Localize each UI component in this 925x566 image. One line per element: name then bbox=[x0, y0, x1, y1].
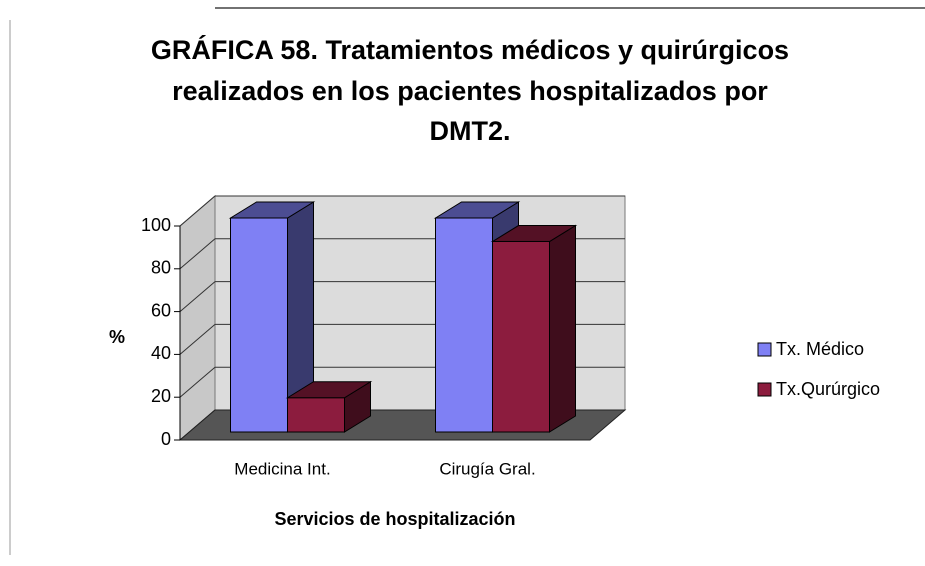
bar-side bbox=[549, 224, 576, 433]
bar-top bbox=[228, 201, 316, 219]
legend-label: Tx. Médico bbox=[776, 339, 864, 359]
y-tick-label: 100 bbox=[141, 215, 171, 235]
bar-top bbox=[490, 225, 578, 243]
bar-front bbox=[287, 397, 345, 433]
x-axis-title: Servicios de hospitalización bbox=[274, 509, 515, 529]
bar-front bbox=[435, 217, 493, 433]
legend-swatch bbox=[757, 342, 772, 357]
grid-line bbox=[179, 281, 216, 312]
x-tick-label: Cirugía Gral. bbox=[439, 459, 535, 478]
grid-line bbox=[179, 195, 216, 227]
side-wall bbox=[179, 194, 216, 442]
bar-top bbox=[285, 381, 373, 399]
y-tick-label: 40 bbox=[151, 343, 171, 363]
legend-swatch bbox=[757, 382, 772, 397]
y-tick-label: 80 bbox=[151, 258, 171, 278]
bar-front bbox=[492, 241, 550, 433]
chart-title: DMT2. bbox=[430, 116, 511, 146]
x-tick-label: Medicina Int. bbox=[234, 459, 330, 478]
y-tick-label: 20 bbox=[151, 386, 171, 406]
y-tick-label: 60 bbox=[151, 300, 171, 320]
bar bbox=[490, 224, 578, 433]
bar bbox=[228, 201, 316, 433]
bar-top bbox=[433, 201, 521, 219]
grid-line bbox=[179, 324, 216, 355]
bar-front bbox=[230, 217, 288, 433]
grid-line bbox=[179, 366, 216, 398]
legend bbox=[745, 320, 925, 420]
y-axis-title: % bbox=[109, 327, 125, 347]
chart-title: GRÁFICA 58. Tratamientos médicos y quirú… bbox=[151, 34, 789, 65]
bar bbox=[285, 380, 373, 433]
legend-label: Tx.Qurúrgico bbox=[776, 379, 880, 399]
chart-title: realizados en los pacientes hospitalizad… bbox=[172, 76, 768, 106]
grid-line bbox=[179, 238, 216, 270]
y-tick-label: 0 bbox=[161, 429, 171, 449]
